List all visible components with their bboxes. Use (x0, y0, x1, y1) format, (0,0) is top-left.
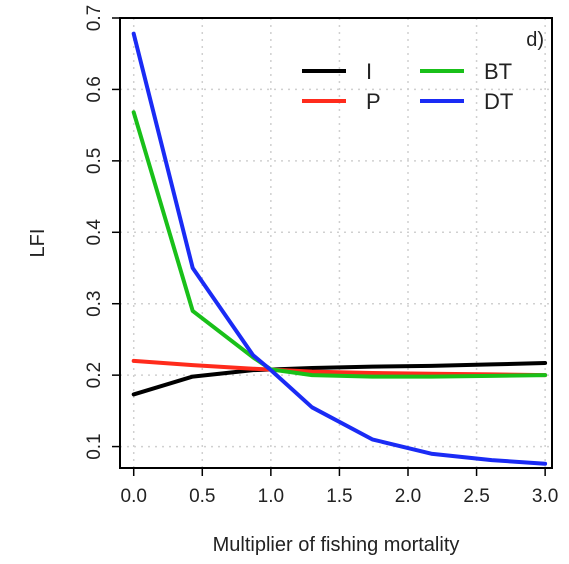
x-tick-label: 0.5 (189, 486, 215, 507)
y-axis-title: LFI (27, 229, 49, 258)
y-tick-label: 0.6 (84, 76, 105, 102)
legend-label-bt: BT (484, 59, 512, 84)
x-axis: 0.0 0.5 1.0 1.5 2.0 2.5 3.0 (121, 468, 558, 507)
x-tick-label: 2.5 (463, 486, 489, 507)
y-tick-label: 0.5 (84, 148, 105, 174)
y-tick-label: 0.7 (84, 5, 105, 31)
x-tick-label: 1.5 (326, 486, 352, 507)
series-line-dt (131, 31, 548, 466)
plot-frame (119, 17, 553, 469)
y-tick-label: 0.4 (84, 219, 105, 246)
series-layer (131, 31, 548, 466)
y-tick-label: 0.3 (84, 291, 105, 317)
legend-label-p: P (366, 89, 381, 114)
y-axis: 0.1 0.2 0.3 0.4 0.5 0.6 0.7 (84, 5, 120, 460)
legend-label-i: I (366, 59, 372, 84)
x-tick-label: 2.0 (395, 486, 421, 507)
x-axis-title: Multiplier of fishing mortality (213, 534, 460, 556)
x-tick-label: 3.0 (532, 486, 558, 507)
panel-label: d) (526, 29, 544, 51)
x-tick-label: 1.0 (258, 486, 284, 507)
legend: IP BT DT (302, 59, 513, 114)
y-tick-label: 0.1 (84, 433, 105, 459)
series-line-bt (131, 110, 548, 379)
legend-label-dt: DT (484, 89, 513, 114)
series-line-i (131, 361, 548, 397)
y-tick-label: 0.2 (84, 362, 105, 388)
x-tick-label: 0.0 (121, 486, 147, 507)
